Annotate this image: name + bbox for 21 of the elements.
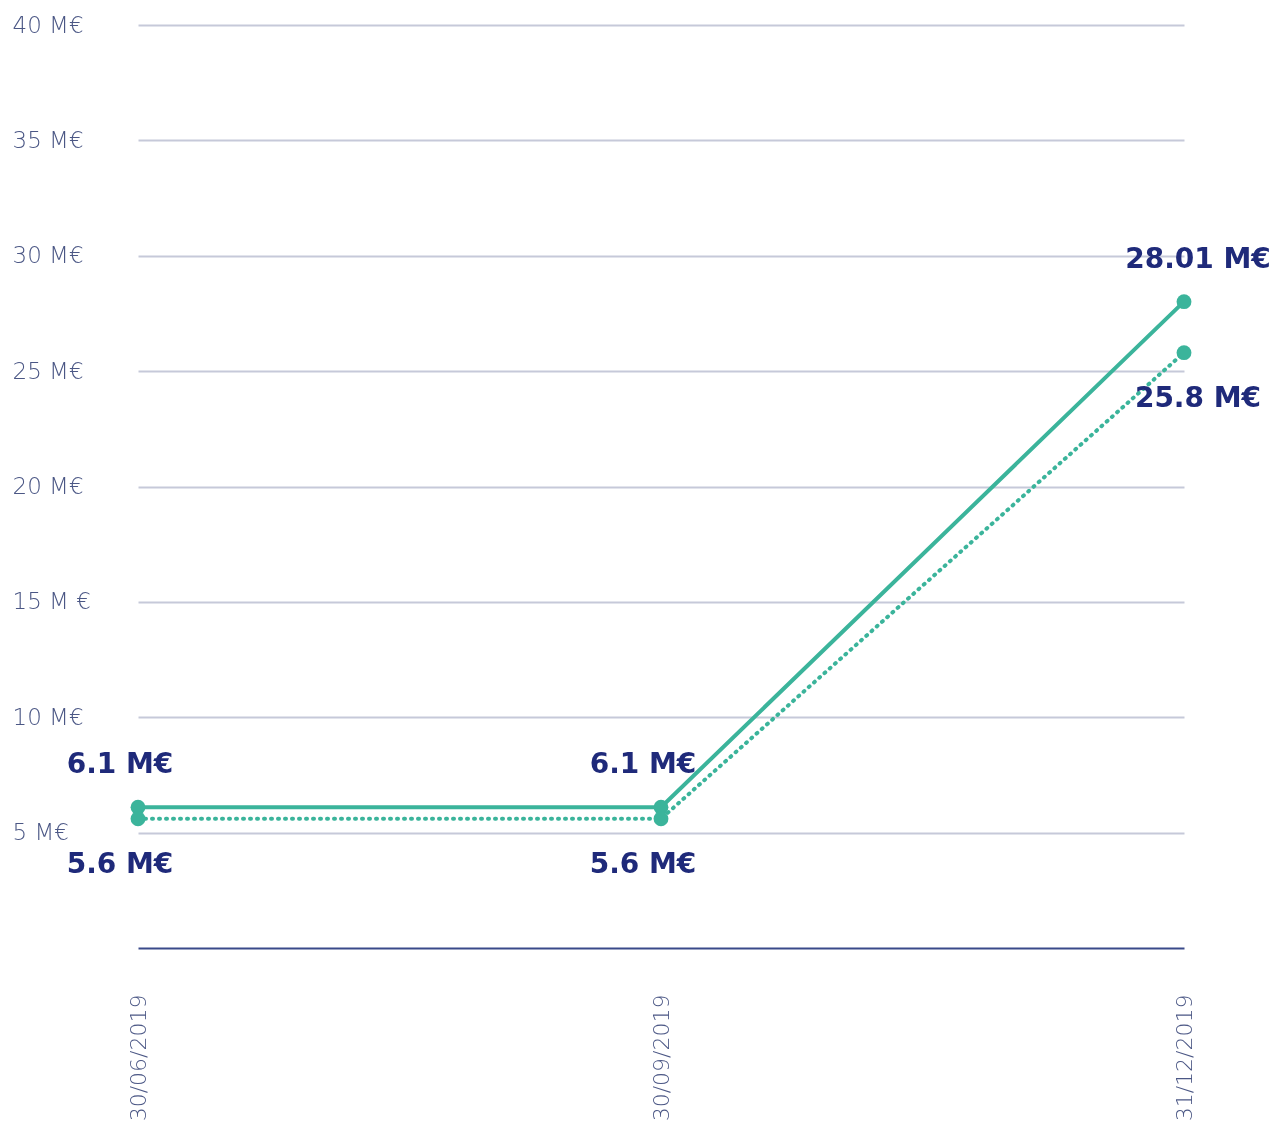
data-label: 5.6 M€ [66,846,174,880]
data-label: 6.1 M€ [66,747,174,781]
point [130,811,146,827]
y-tick-label: 5 M€ [12,819,69,846]
x-tick-label: 30/09/2019 [648,994,674,1122]
y-tick-label: 20 M€ [12,473,84,499]
y-tick-label: 35 M€ [12,126,84,153]
point [1176,345,1192,361]
x-tick-label: 31/12/2019 [1171,994,1197,1122]
data-label: 5.6 M€ [589,846,697,880]
point [653,811,669,827]
data-label: 28.01 M€ [1125,241,1271,275]
x-tick-label: 30/06/2019 [125,994,151,1122]
data-label: 25.8 M€ [1134,380,1262,414]
point [1176,294,1192,310]
y-tick-label: 40 M€ [12,11,84,38]
data-label: 6.1 M€ [589,747,697,781]
y-tick-label: 15 M € [12,588,91,615]
y-tick-label: 25 M€ [12,357,84,384]
y-tick-label: 30 M€ [12,242,84,269]
y-tick-label: 10 M€ [12,703,84,730]
